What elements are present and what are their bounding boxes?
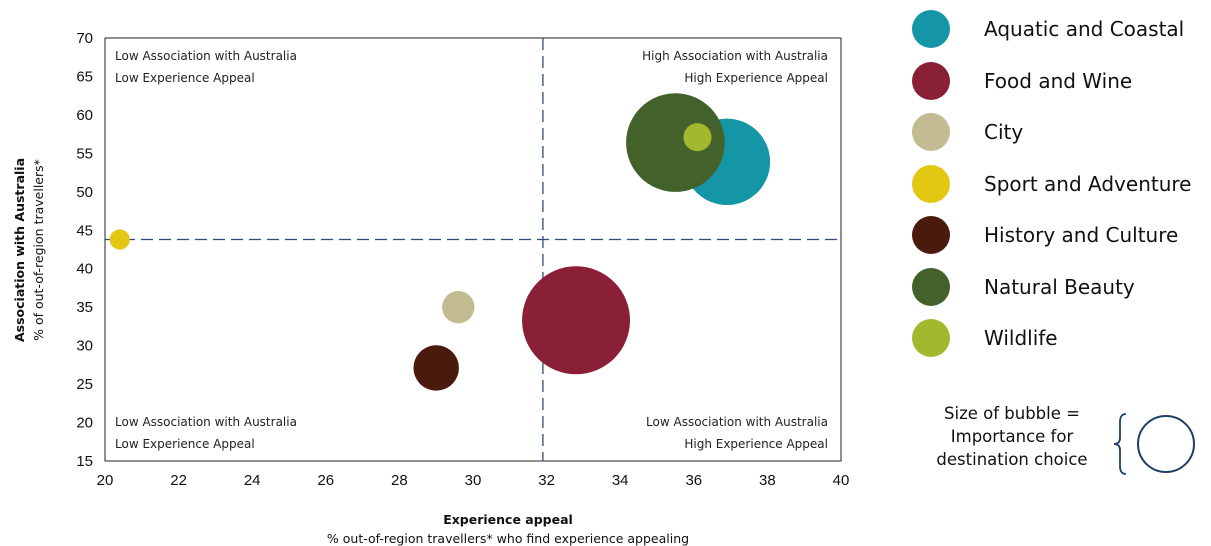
y-tick-label: 30 [76, 338, 93, 355]
x-tick-label: 26 [317, 472, 334, 489]
legend-label: Aquatic and Coastal [984, 17, 1185, 41]
legend-item: City [908, 113, 1208, 153]
y-tick-label: 40 [76, 261, 93, 278]
legend-item: Sport and Adventure [908, 164, 1208, 205]
quadrant-label-top-left: Low Experience Appeal [115, 71, 255, 85]
x-tick-label: 20 [97, 472, 114, 489]
bubble-food-and-wine [522, 266, 631, 375]
bubble-chart: 20 22 24 26 28 30 32 34 36 38 40152025303540455055… [12, 30, 850, 546]
legend-swatch [912, 319, 950, 357]
y-tick-label: 50 [76, 184, 93, 201]
quadrant-label-top-right: High Experience Appeal [684, 71, 828, 85]
legend-item: Aquatic and Coastal [908, 10, 1208, 50]
legend-item: Wildlife [908, 319, 1208, 359]
legend-swatch [912, 267, 950, 306]
legend-swatch [912, 164, 950, 203]
legend-swatch [912, 113, 950, 151]
quadrant-label-bottom-right: Low Association with Australia [646, 415, 828, 429]
y-tick-label: 70 [76, 30, 93, 47]
bubble-sport-and-adventure [109, 229, 130, 250]
legend-label: Sport and Adventure [984, 171, 1192, 196]
legend-label: Wildlife [984, 326, 1058, 350]
bubble-history-and-culture [413, 345, 459, 391]
y-tick-label: 20 [76, 415, 93, 432]
bubble-wildlife [683, 123, 712, 152]
plot-frame [104, 37, 842, 462]
size-note-line: Size of bubble = [944, 404, 1080, 423]
x-tick-label: 36 [685, 472, 702, 489]
quadrant-label-top-left: Low Association with Australia [115, 49, 297, 63]
x-tick-label: 40 [833, 472, 850, 489]
y-tick-label: 65 [76, 68, 93, 85]
x-tick-label: 38 [759, 472, 776, 489]
legend-label: Natural Beauty [984, 274, 1135, 299]
quadrant-label-bottom-right: High Experience Appeal [684, 437, 828, 451]
quadrant-label-top-right: High Association with Australia [642, 49, 828, 63]
y-tick-label: 15 [76, 453, 93, 470]
legend-item: History and Culture [908, 216, 1208, 256]
legend-swatch [912, 61, 950, 100]
size-note-line: Importance for [950, 427, 1074, 446]
legend-swatch [912, 10, 950, 48]
bubble-city [442, 290, 475, 324]
quadrant-label-bottom-left: Low Experience Appeal [115, 437, 255, 451]
x-tick-label: 34 [612, 472, 629, 489]
legend-item: Food and Wine [908, 61, 1208, 102]
legend-item: Natural Beauty [908, 267, 1208, 308]
legend-label: City [984, 120, 1024, 144]
legend-swatch [912, 216, 950, 254]
x-axis-subtitle: % out-of-region travellers* who find exp… [327, 531, 689, 546]
legend-label: History and Culture [984, 223, 1179, 247]
y-tick-label: 25 [76, 376, 93, 393]
x-tick-label: 22 [170, 472, 187, 489]
y-tick-label: 60 [76, 107, 93, 124]
x-tick-label: 24 [244, 472, 261, 489]
size-bracket-icon [1113, 413, 1195, 475]
x-tick-label: 30 [465, 472, 482, 489]
legend-label: Food and Wine [984, 68, 1133, 93]
y-tick-label: 55 [76, 145, 93, 162]
y-axis-title: Association with Australia [12, 158, 27, 342]
x-tick-label: 32 [538, 472, 555, 489]
quadrant-label-bottom-left: Low Association with Australia [115, 415, 297, 429]
x-tick-label: 28 [391, 472, 408, 489]
size-note-line: destination choice [936, 450, 1088, 469]
bubble-natural-beauty [626, 93, 725, 192]
y-tick-label: 45 [76, 222, 93, 239]
x-axis-title: Experience appeal [443, 512, 573, 527]
bubble-size-note: Size of bubble = Importance for destinat… [922, 402, 1102, 471]
y-tick-label: 35 [76, 299, 93, 316]
y-axis-subtitle: % of out-of-region travellers* [31, 159, 46, 341]
